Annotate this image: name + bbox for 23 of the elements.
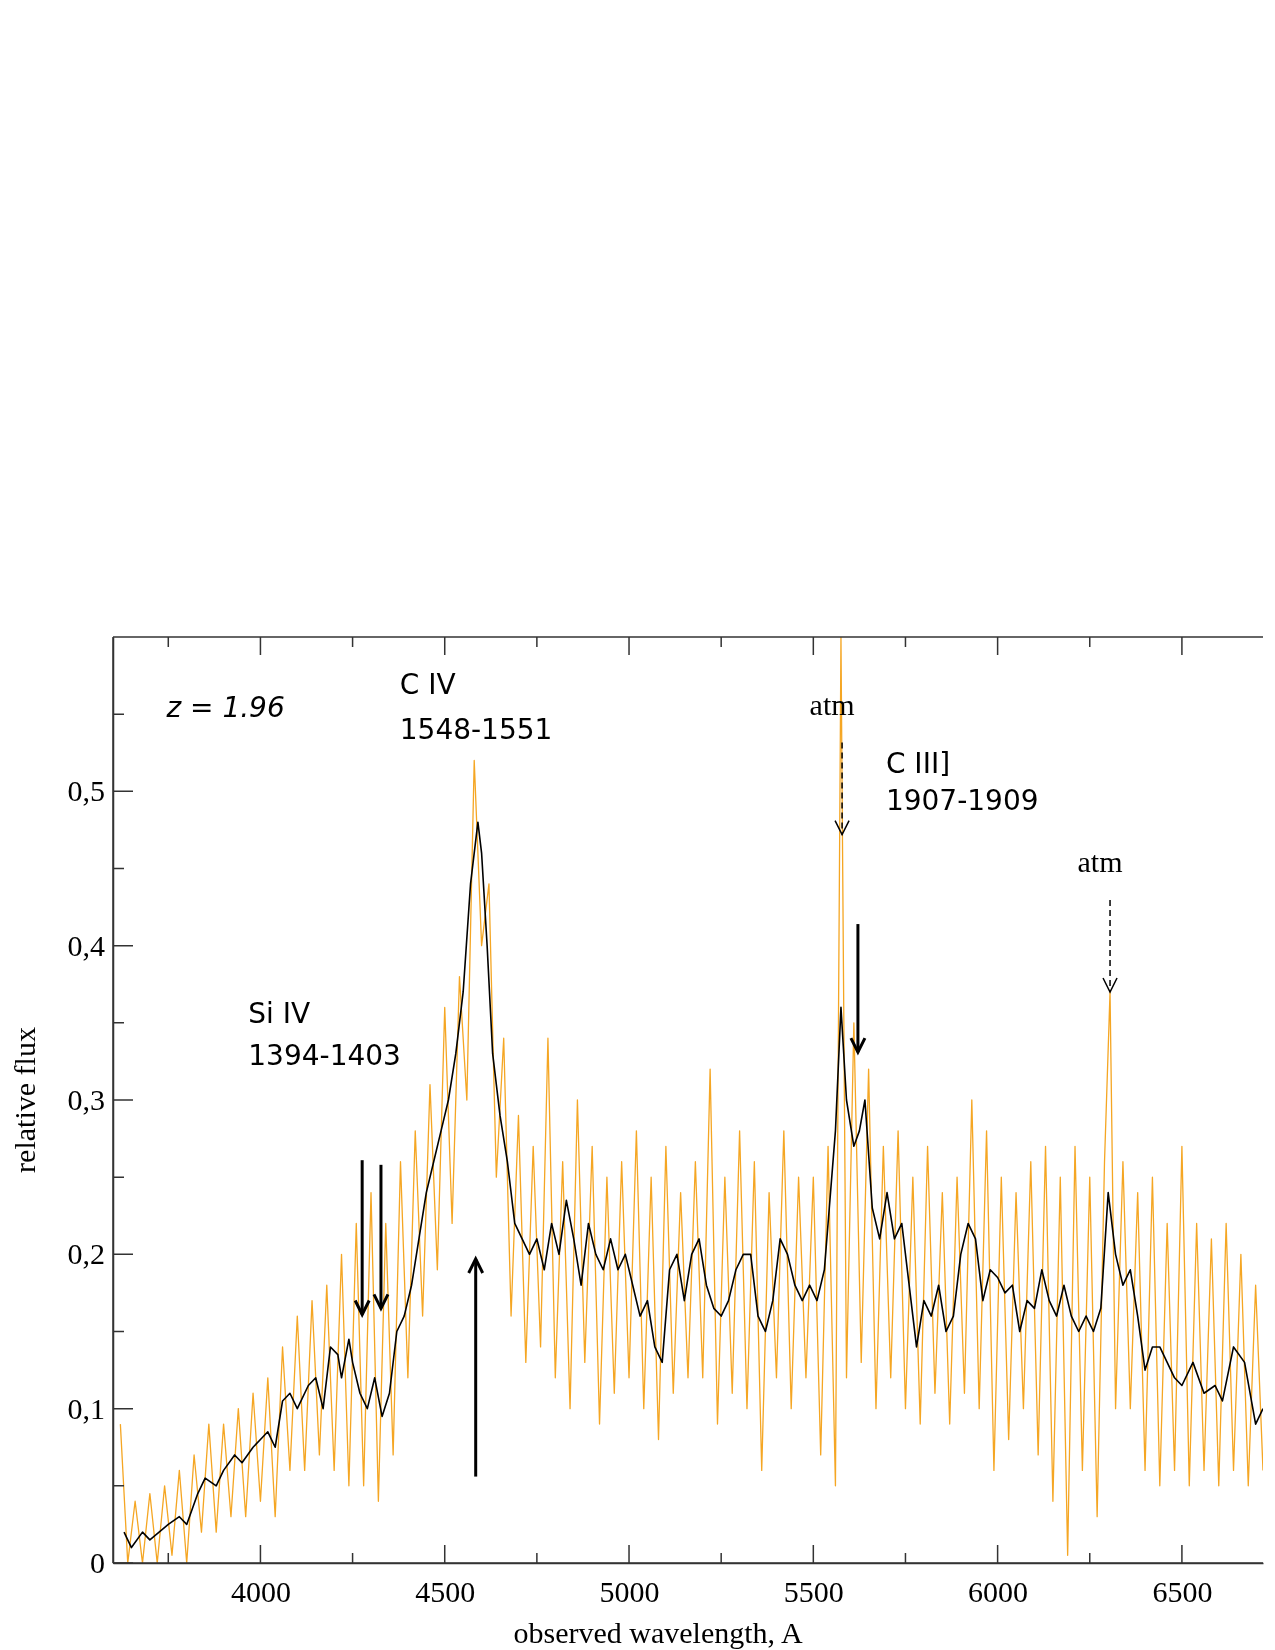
annotation: 1394-1403 xyxy=(248,1038,401,1072)
x-tick-label: 5500 xyxy=(783,1575,844,1609)
x-tick-label: 4000 xyxy=(230,1575,291,1609)
annotation: z = 1.96 xyxy=(165,691,285,725)
y-tick-label: 0,5 xyxy=(67,774,105,808)
y-tick-label: 0,2 xyxy=(67,1237,105,1271)
annotation: 1907-1909 xyxy=(885,783,1039,817)
x-tick-label: 6000 xyxy=(968,1575,1029,1609)
x-tick-label: 4500 xyxy=(415,1575,476,1609)
x-tick-label: 6500 xyxy=(1152,1575,1213,1609)
annotation: C III] xyxy=(885,746,951,780)
annotation: 1548-1551 xyxy=(399,712,553,746)
y-tick-label: 0,4 xyxy=(67,928,105,962)
y-tick-label: 0,3 xyxy=(67,1083,105,1117)
annotation: Si IV xyxy=(248,996,311,1030)
y-tick-label: 0 xyxy=(90,1546,105,1580)
annotation: atm xyxy=(1077,844,1123,878)
y-tick-label: 0,1 xyxy=(67,1391,105,1425)
x-tick-label: 5000 xyxy=(599,1575,660,1609)
annotation: C IV xyxy=(399,668,456,702)
y-axis-title: relative flux xyxy=(8,1027,41,1173)
line-series xyxy=(123,821,1263,1549)
x-axis-title: observed wavelength, A xyxy=(513,1616,803,1649)
